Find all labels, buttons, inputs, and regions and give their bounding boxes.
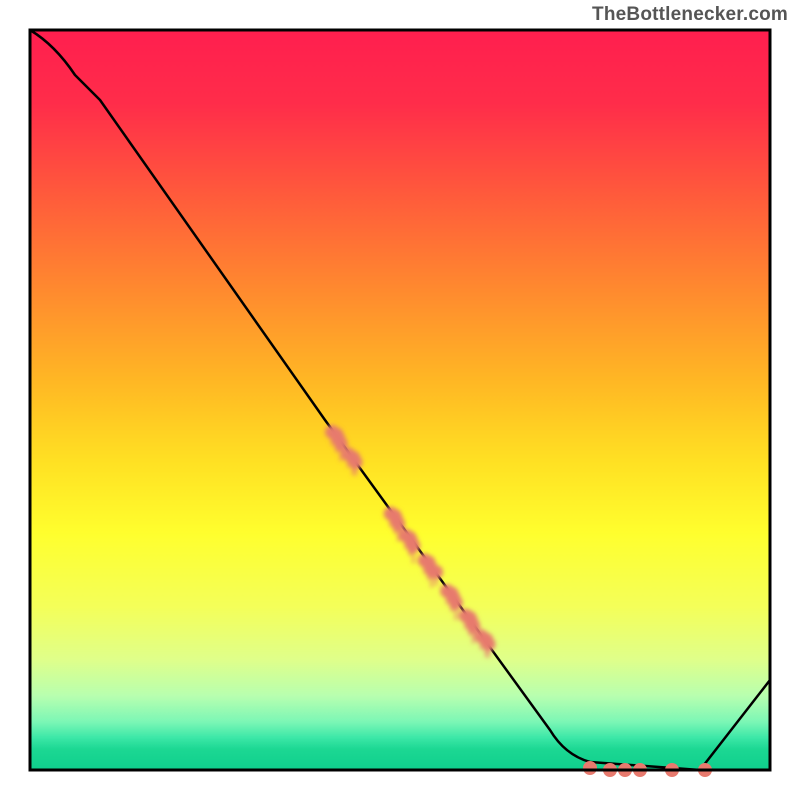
inner-border (30, 30, 770, 770)
chart-border (30, 30, 770, 770)
chart-container: TheBottlenecker.com (0, 0, 800, 800)
curve-line (30, 30, 770, 770)
chart-overlay (0, 0, 800, 800)
bottom-marker (583, 761, 597, 775)
bottleneck-curve (30, 30, 770, 770)
cluster-markers-diagonal (325, 425, 495, 656)
